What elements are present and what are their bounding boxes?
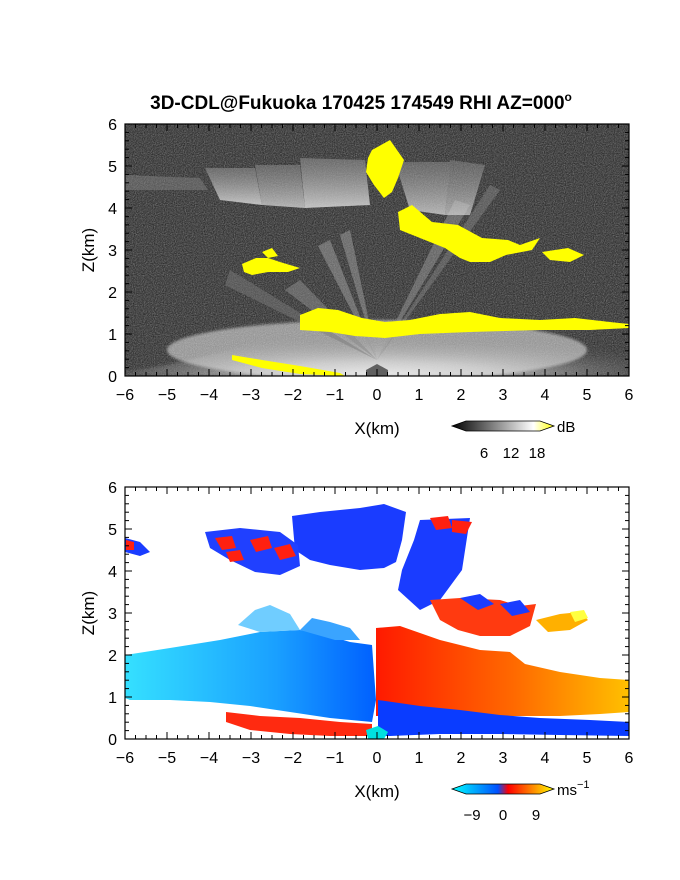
panel-velocity: −6 −5 −4 −3 −2 −1 0 1 2 3 4 5 6 0 1 2 3 4 5 6 X(km) Z(km) −… xyxy=(79,480,634,824)
db-x-tick-label: 2 xyxy=(457,387,466,404)
db-x-tick-label: −1 xyxy=(326,387,344,404)
velocity-y-tick-label: 6 xyxy=(108,480,117,497)
velocity-colorbar-tick-0: 0 xyxy=(499,807,507,824)
db-colorbar-tick-18: 18 xyxy=(529,445,546,462)
db-x-tick-label: −4 xyxy=(200,387,218,404)
db-colorbar-tick-6: 6 xyxy=(480,445,488,462)
velocity-x-tick-label: −2 xyxy=(284,750,302,767)
db-axes: −6 −5 −4 −3 −2 −1 0 1 2 3 4 5 6 0 1 2 3 4 5 6 xyxy=(108,117,633,404)
velocity-y-tick-label: 1 xyxy=(108,690,117,707)
db-colorbar: 6 12 18 dB xyxy=(450,419,575,462)
velocity-x-tick-label: 2 xyxy=(457,750,466,767)
velocity-x-tick-label: 1 xyxy=(415,750,424,767)
velocity-field xyxy=(125,487,629,739)
velocity-colorbar-tick-neg9: −9 xyxy=(463,807,480,824)
db-y-tick-label: 1 xyxy=(108,327,117,344)
velocity-y-tick-label: 2 xyxy=(108,648,117,665)
velocity-x-tick-label: 0 xyxy=(373,750,382,767)
velocity-y-tick-label: 5 xyxy=(108,522,117,539)
db-y-tick-label: 0 xyxy=(108,369,117,386)
db-y-tick-label: 6 xyxy=(108,117,117,134)
db-x-tick-label: 6 xyxy=(625,387,634,404)
velocity-colorbar: −9 0 9 ms−1 xyxy=(450,779,590,824)
db-colorbar-tick-12: 12 xyxy=(503,445,520,462)
velocity-x-tick-label: −1 xyxy=(326,750,344,767)
db-x-tick-label: 5 xyxy=(583,387,592,404)
db-x-axis-label: X(km) xyxy=(354,419,399,438)
db-x-tick-label: −3 xyxy=(242,387,260,404)
velocity-x-axis-label: X(km) xyxy=(354,782,399,801)
db-x-tick-label: −2 xyxy=(284,387,302,404)
velocity-x-tick-label: 6 xyxy=(625,750,634,767)
db-x-tick-label: 3 xyxy=(499,387,508,404)
velocity-x-tick-label: −3 xyxy=(242,750,260,767)
figure-title: 3D-CDL@Fukuoka 170425 174549 RHI AZ=000o xyxy=(150,90,572,114)
velocity-x-tick-label: 5 xyxy=(583,750,592,767)
db-y-tick-label: 2 xyxy=(108,285,117,302)
db-x-tick-label: −5 xyxy=(158,387,176,404)
db-colorbar-unit: dB xyxy=(557,419,575,436)
velocity-y-tick-label: 3 xyxy=(108,606,117,623)
db-x-tick-label: 1 xyxy=(415,387,424,404)
db-x-tick-label: −6 xyxy=(116,387,134,404)
velocity-x-tick-label: −6 xyxy=(116,750,134,767)
velocity-y-tick-label: 0 xyxy=(108,732,117,749)
db-y-axis-label: Z(km) xyxy=(79,228,98,272)
velocity-x-tick-label: 4 xyxy=(541,750,550,767)
db-y-tick-label: 3 xyxy=(108,243,117,260)
velocity-x-tick-label: −4 xyxy=(200,750,218,767)
velocity-y-axis-label: Z(km) xyxy=(79,591,98,635)
velocity-colorbar-unit: ms−1 xyxy=(557,779,590,799)
db-y-tick-label: 4 xyxy=(108,201,117,218)
db-field xyxy=(125,124,629,376)
velocity-y-tick-label: 4 xyxy=(108,564,117,581)
velocity-x-tick-label: −5 xyxy=(158,750,176,767)
velocity-colorbar-tick-9: 9 xyxy=(532,807,540,824)
db-y-tick-label: 5 xyxy=(108,159,117,176)
db-x-tick-label: 4 xyxy=(541,387,550,404)
velocity-axes: −6 −5 −4 −3 −2 −1 0 1 2 3 4 5 6 0 1 2 3 4 5 6 xyxy=(108,480,633,767)
db-x-tick-label: 0 xyxy=(373,387,382,404)
velocity-x-tick-label: 3 xyxy=(499,750,508,767)
